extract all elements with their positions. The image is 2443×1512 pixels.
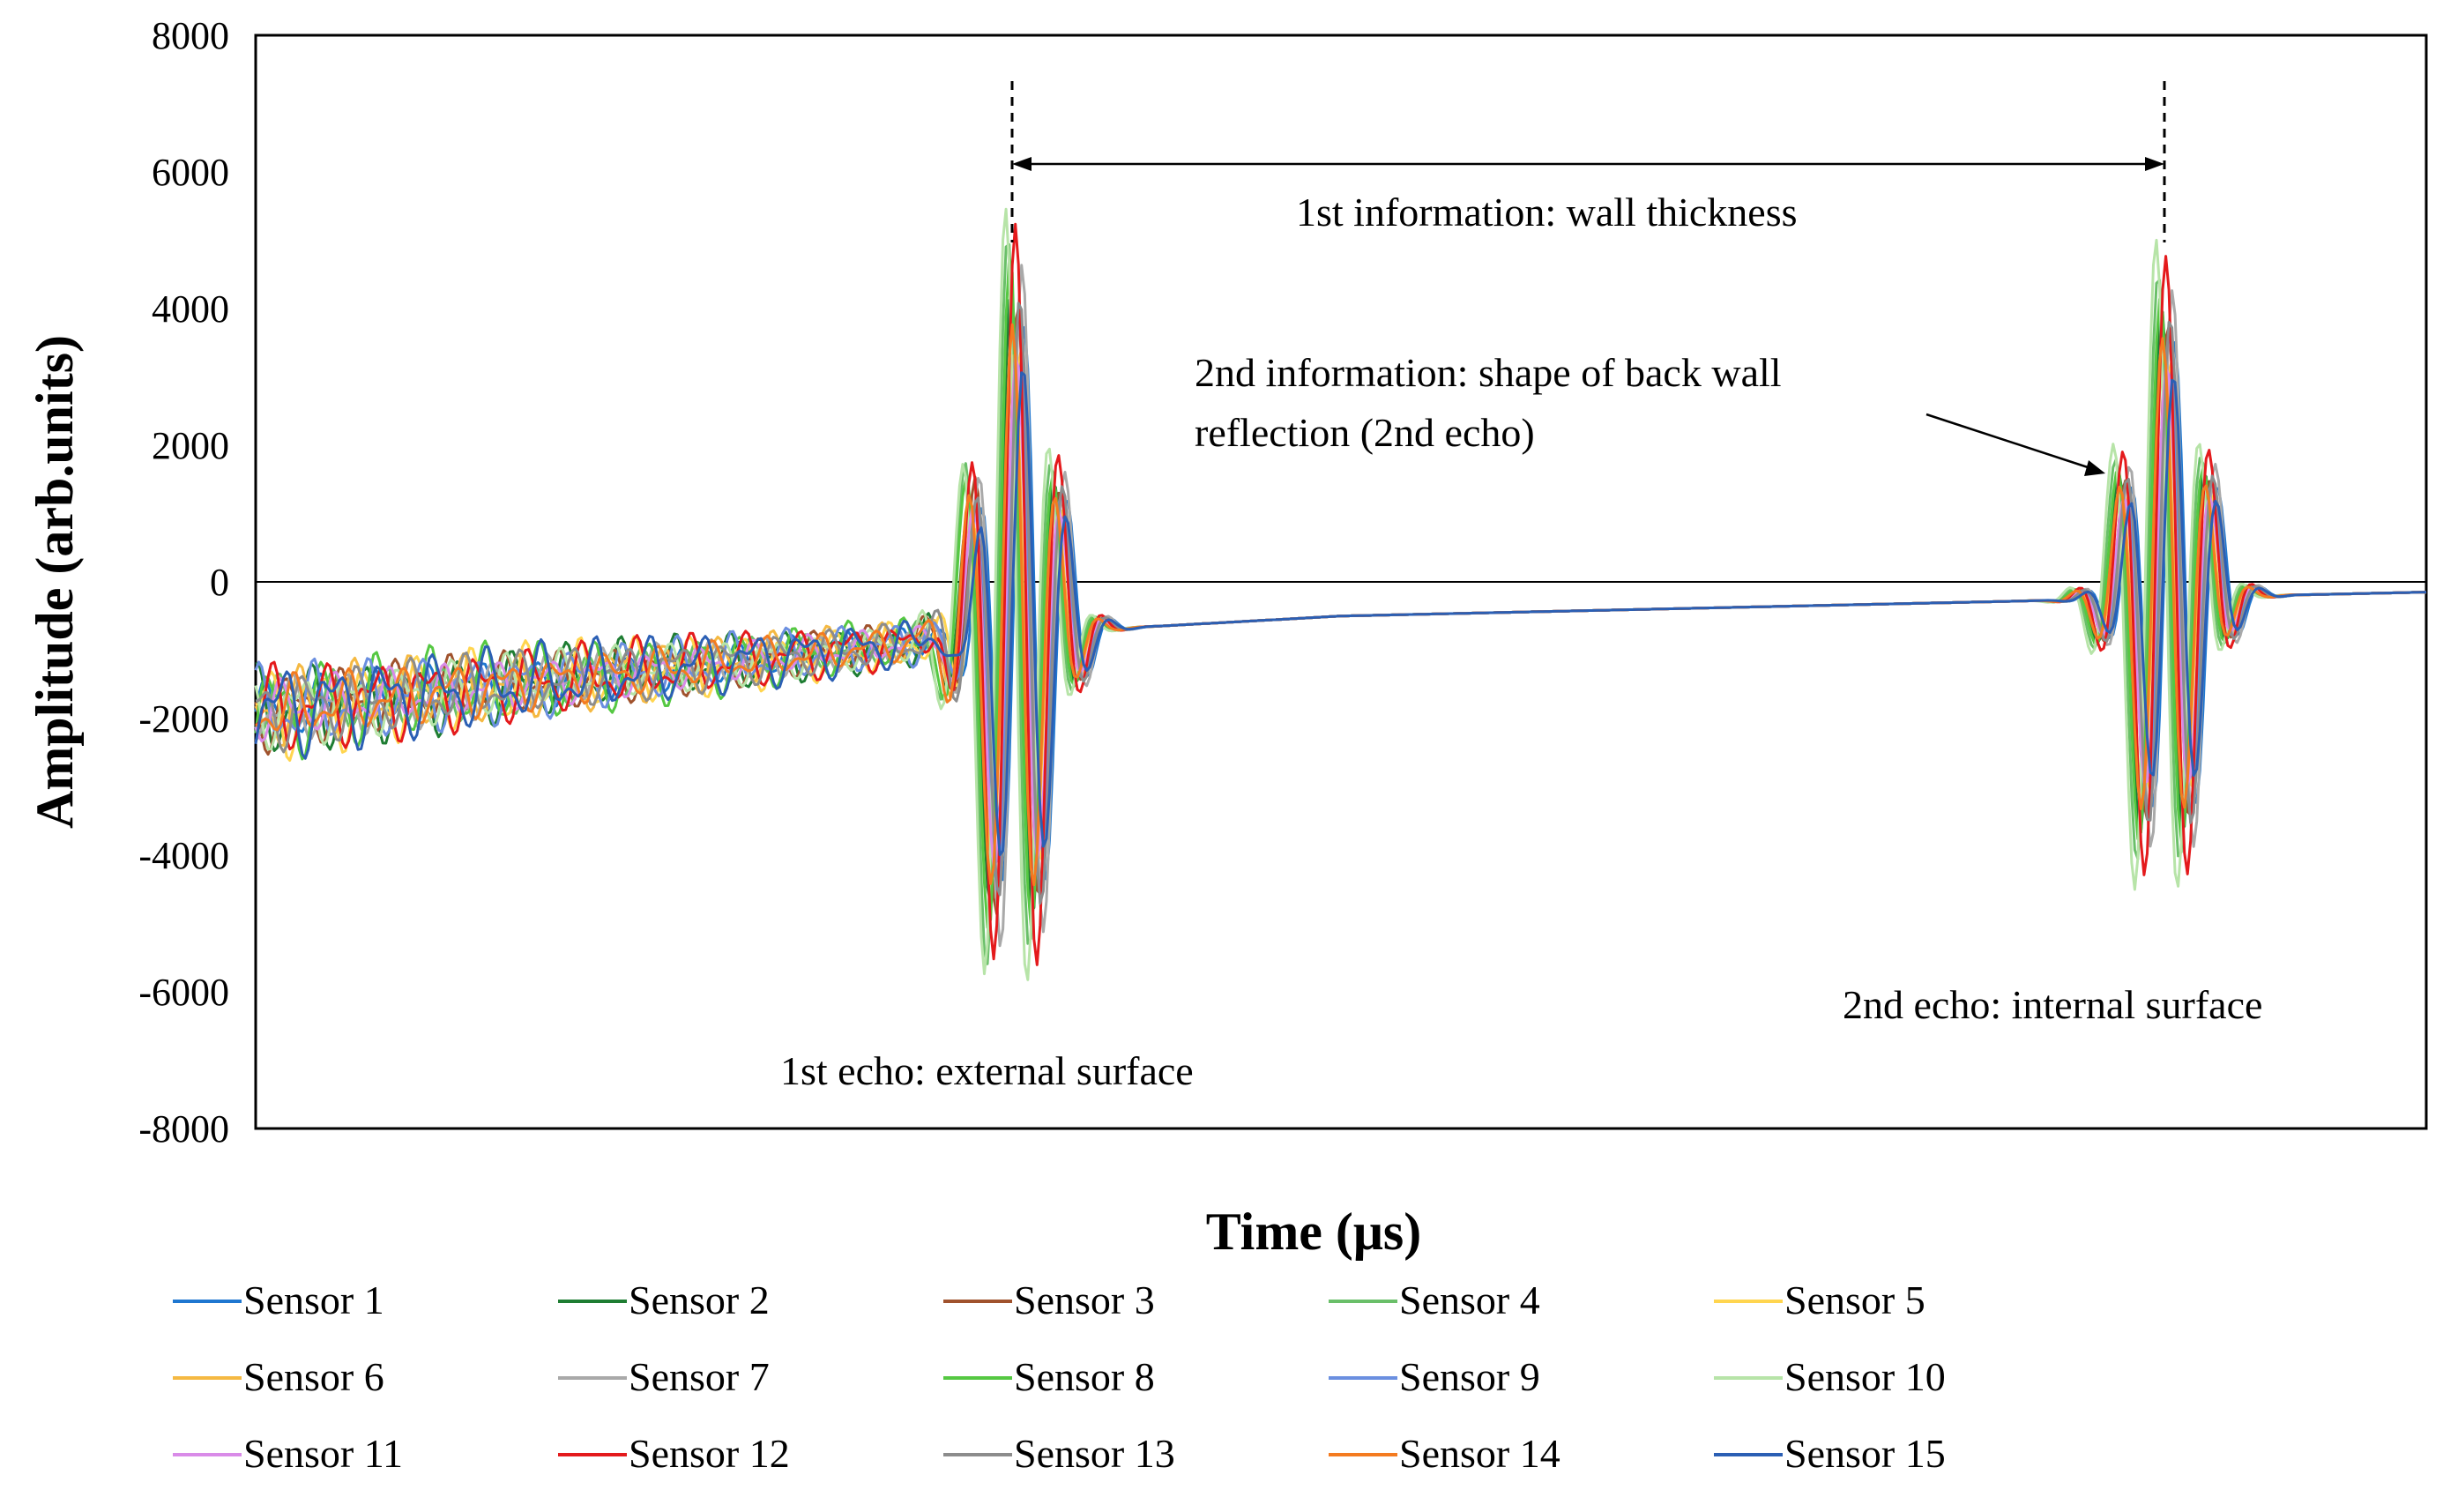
legend-label: Sensor 3 [1014,1277,1155,1322]
legend-item: Sensor 3 [943,1277,1155,1322]
legend-label: Sensor 11 [243,1431,403,1476]
legend-label: Sensor 1 [243,1277,384,1322]
legend-label: Sensor 14 [1399,1431,1560,1476]
series-line-sensor-15 [254,371,2427,857]
legend-label: Sensor 2 [629,1277,770,1322]
legend-item: Sensor 9 [1329,1354,1540,1399]
legend-item: Sensor 1 [173,1277,384,1322]
legend-label: Sensor 7 [629,1354,770,1399]
annotation-shape-line1: 2nd information: shape of back wall [1195,350,1782,395]
y-tick-label: 4000 [152,287,229,331]
y-tick-label: -8000 [138,1107,229,1151]
legend-item: Sensor 11 [173,1431,403,1476]
y-tick-label: 0 [210,561,229,604]
y-tick-labels: 8000 6000 4000 2000 0 -2000 -4000 -6000 -8000 [138,14,229,1151]
series-layer [254,207,2427,981]
annotation-first-echo: 1st echo: external surface [780,1048,1194,1093]
y-axis-title: Amplitude (arb.units) [26,335,84,829]
legend-item: Sensor 14 [1329,1431,1560,1476]
legend-label: Sensor 5 [1784,1277,1925,1322]
y-tick-label: -6000 [138,971,229,1014]
legend-item: Sensor 8 [943,1354,1155,1399]
legend-item: Sensor 13 [943,1431,1175,1476]
legend-label: Sensor 9 [1399,1354,1540,1399]
y-tick-label: -4000 [138,834,229,877]
legend-label: Sensor 8 [1014,1354,1155,1399]
legend: Sensor 1 Sensor 2 Sensor 3 Sensor 4 Sensor 5… [173,1277,1946,1476]
legend-item: Sensor 12 [558,1431,790,1476]
x-axis-title: Time (μs) [1206,1203,1422,1261]
legend-label: Sensor 6 [243,1354,384,1399]
legend-item: Sensor 2 [558,1277,770,1322]
legend-item: Sensor 5 [1714,1277,1925,1322]
y-tick-label: 8000 [152,14,229,57]
shape-arrow [1925,413,2105,476]
annotation-shape-line2: reflection (2nd echo) [1195,410,1535,455]
legend-item: Sensor 15 [1714,1431,1946,1476]
legend-label: Sensor 12 [629,1431,790,1476]
legend-label: Sensor 10 [1784,1354,1946,1399]
legend-item: Sensor 10 [1714,1354,1946,1399]
legend-label: Sensor 13 [1014,1431,1175,1476]
legend-item: Sensor 6 [173,1354,384,1399]
y-tick-label: 2000 [152,424,229,467]
y-tick-label: -2000 [138,697,229,741]
annotation-wall-thickness: 1st information: wall thickness [1296,190,1798,235]
y-tick-label: 6000 [152,151,229,194]
annotation-second-echo: 2nd echo: internal surface [1843,982,2262,1027]
legend-item: Sensor 4 [1329,1277,1540,1322]
legend-label: Sensor 15 [1784,1431,1946,1476]
legend-label: Sensor 4 [1399,1277,1540,1322]
thickness-arrow [1012,157,2164,171]
legend-item: Sensor 7 [558,1354,770,1399]
